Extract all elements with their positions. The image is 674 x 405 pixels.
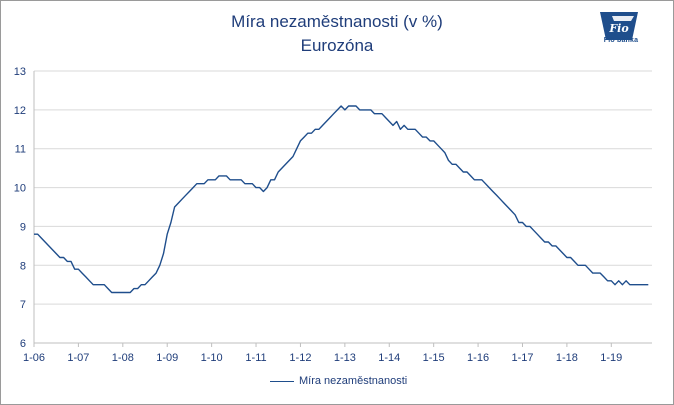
y-tick-label: 7 [20, 299, 26, 311]
x-tick-label: 1-16 [467, 352, 489, 364]
y-tick-label: 11 [15, 144, 26, 156]
x-tick-label: 1-10 [201, 352, 223, 364]
logo-name: Fio [608, 22, 628, 35]
x-tick-label: 1-06 [23, 352, 45, 364]
fio-logo-icon: Fio [600, 12, 638, 40]
x-tick-label: 1-14 [378, 352, 400, 364]
x-tick-label: 1-11 [245, 352, 266, 364]
y-tick-label: 8 [20, 260, 26, 272]
y-tick-label: 13 [14, 66, 26, 78]
legend-label: Míra nezaměstnanosti [299, 375, 408, 387]
x-tick-label: 1-18 [556, 352, 578, 364]
chart-title: Míra nezaměstnanosti (v %) [231, 12, 443, 31]
x-tick-label: 1-07 [67, 352, 89, 364]
x-tick-label: 1-13 [334, 352, 356, 364]
y-tick-label: 12 [14, 105, 26, 117]
legend-swatch [270, 380, 294, 382]
y-tick-label: 6 [20, 338, 26, 350]
x-tick-label: 1-19 [600, 352, 622, 364]
legend: Míra nezaměstnanosti [270, 375, 407, 387]
x-tick-label: 1-12 [289, 352, 311, 364]
y-tick-label: 10 [14, 183, 26, 195]
chart-subtitle: Eurozóna [300, 36, 374, 55]
x-tick-label: 1-09 [156, 352, 178, 364]
series-line [34, 105, 649, 294]
x-tick-label: 1-15 [423, 352, 445, 364]
y-tick-label: 9 [20, 221, 26, 233]
logo-caption: Fio banka [603, 37, 639, 44]
x-tick-label: 1-08 [112, 352, 134, 364]
x-tick-label: 1-17 [511, 352, 533, 364]
